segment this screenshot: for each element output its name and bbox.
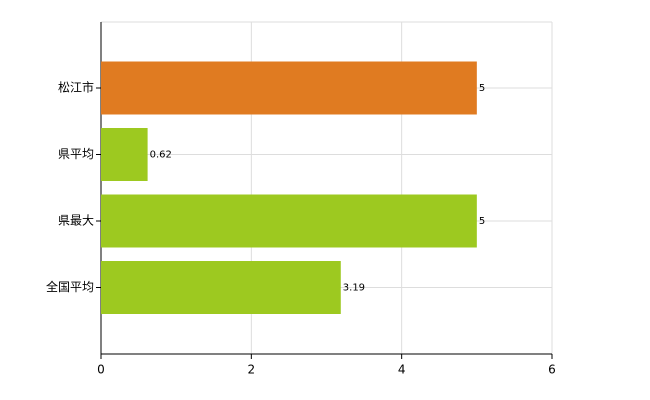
- bar: [101, 61, 477, 115]
- x-tick-label: 6: [548, 363, 556, 377]
- x-tick-label: 2: [248, 363, 256, 377]
- value-label: 3.19: [343, 283, 365, 294]
- y-tick-label: 全国平均: [46, 279, 94, 294]
- value-label: 5: [479, 216, 485, 227]
- y-tick-label: 松江市: [58, 80, 94, 95]
- y-tick-label: 県平均: [58, 147, 94, 161]
- x-tick-label: 4: [398, 363, 406, 377]
- value-label: 5: [479, 83, 485, 94]
- x-tick-label: 0: [97, 363, 105, 377]
- bar: [101, 194, 477, 248]
- y-tick-label: 県最大: [58, 214, 94, 228]
- bar: [101, 128, 148, 181]
- bar: [101, 261, 341, 314]
- value-label: 0.62: [150, 150, 172, 161]
